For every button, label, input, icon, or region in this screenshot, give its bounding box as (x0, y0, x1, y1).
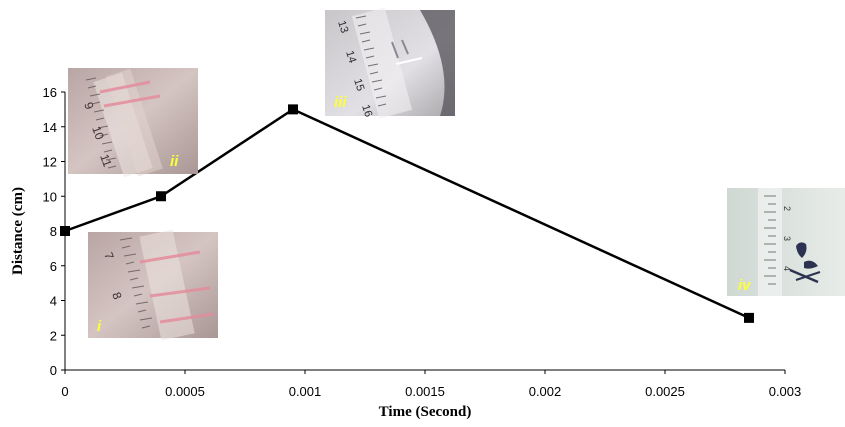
x-tick-label: 0.003 (769, 384, 802, 399)
photo-label: iii (334, 94, 347, 111)
x-tick-label: 0 (61, 384, 68, 399)
photo-label: i (97, 318, 102, 335)
x-axis-title: Time (Second) (379, 404, 472, 420)
y-tick-label: 12 (43, 155, 57, 170)
y-tick-label: 8 (50, 224, 57, 239)
data-point (156, 191, 166, 202)
photo-label: iv (738, 277, 752, 294)
y-tick-label: 16 (43, 85, 57, 100)
ruler-number: 15 (351, 77, 366, 92)
x-tick-label: 0.0005 (165, 384, 205, 399)
data-point (744, 312, 754, 323)
ruler-number: 16 (359, 103, 374, 118)
photo-inset-ii: 9 10 11 ii (68, 68, 198, 178)
photo-inset-iii: 13 14 15 16 iii (325, 7, 455, 119)
y-tick-label: 14 (43, 120, 57, 135)
y-tick-label: 10 (43, 189, 57, 204)
photo-inset-iv: 2 3 4 iv (727, 188, 845, 296)
y-tick-label: 4 (50, 294, 57, 309)
photo-label: ii (170, 153, 179, 170)
x-tick-label: 0.0015 (405, 384, 445, 399)
x-tick-label: 0.002 (529, 384, 562, 399)
y-tick-label: 0 (50, 363, 57, 378)
ruler-number: 4 (782, 266, 792, 271)
ruler-number: 13 (335, 19, 350, 34)
x-tick-label: 0.001 (289, 384, 322, 399)
x-tick-label: 0.0025 (645, 384, 685, 399)
ruler-number: 7 (101, 250, 117, 261)
ruler-number: 11 (97, 152, 115, 169)
series-line (64, 107, 750, 320)
y-tick-label: 2 (50, 328, 57, 343)
data-point (288, 104, 298, 115)
y-axis-title: Distance (cm) (10, 187, 26, 275)
ruler-number: 14 (343, 49, 358, 64)
data-point (60, 226, 70, 236)
ruler-number: 9 (81, 100, 97, 111)
photo-inset-i: 7 8 i (88, 229, 218, 341)
ruler-number: 10 (89, 124, 107, 142)
ruler-number: 8 (109, 290, 125, 301)
y-tick-label: 6 (50, 259, 57, 274)
ruler-number: 3 (782, 236, 792, 241)
ruler-number: 2 (782, 206, 792, 211)
